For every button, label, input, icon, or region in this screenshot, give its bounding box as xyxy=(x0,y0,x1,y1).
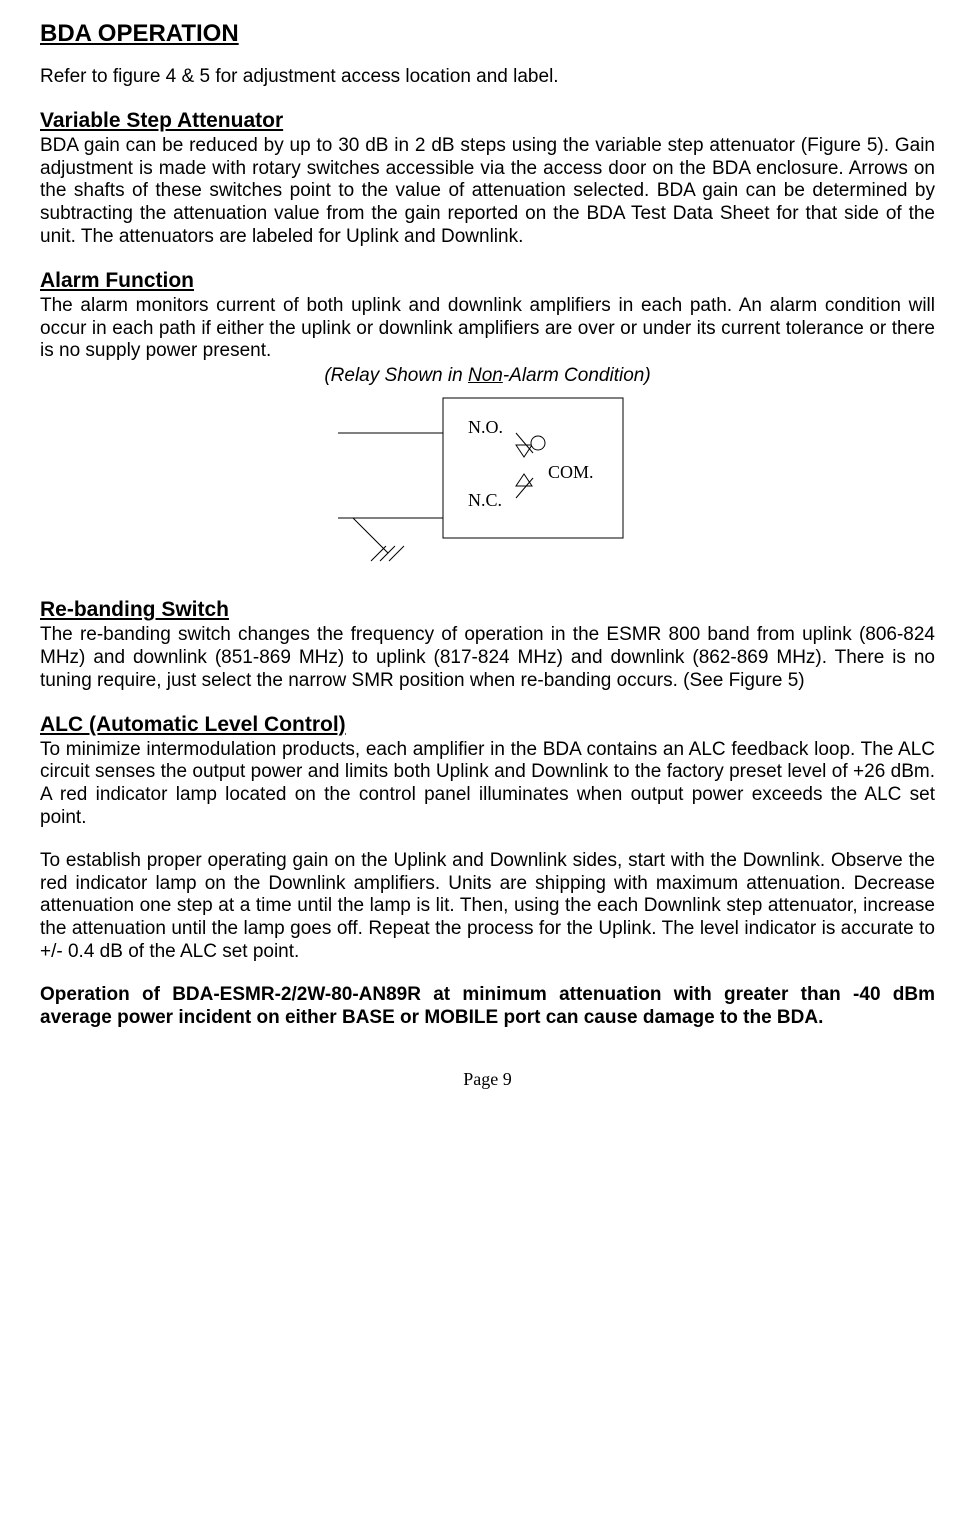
heading-alc: ALC (Automatic Level Control) xyxy=(40,713,935,737)
relay-diagram: N.O. N.C. COM. xyxy=(40,393,935,568)
heading-rebanding: Re-banding Switch xyxy=(40,598,935,622)
body-alc-1: To minimize intermodulation products, ea… xyxy=(40,739,935,830)
heading-attenuator: Variable Step Attenuator xyxy=(40,109,935,133)
intro-text: Refer to figure 4 & 5 for adjustment acc… xyxy=(40,66,935,89)
relay-svg: N.O. N.C. COM. xyxy=(338,393,638,568)
body-alc-2: To establish proper operating gain on th… xyxy=(40,850,935,964)
caption-underline: Non xyxy=(468,365,503,386)
caption-post: -Alarm Condition) xyxy=(503,365,651,386)
caption-pre: (Relay Shown in xyxy=(324,365,468,386)
body-alarm: The alarm monitors current of both uplin… xyxy=(40,295,935,363)
svg-text:COM.: COM. xyxy=(548,462,594,482)
body-attenuator: BDA gain can be reduced by up to 30 dB i… xyxy=(40,135,935,249)
page-number: Page 9 xyxy=(40,1069,935,1090)
relay-caption: (Relay Shown in Non-Alarm Condition) xyxy=(40,365,935,387)
body-rebanding: The re-banding switch changes the freque… xyxy=(40,624,935,692)
alc-warning: Operation of BDA-ESMR-2/2W-80-AN89R at m… xyxy=(40,984,935,1030)
svg-text:N.C.: N.C. xyxy=(468,490,502,510)
page-title: BDA OPERATION xyxy=(40,20,935,48)
svg-text:N.O.: N.O. xyxy=(468,417,503,437)
heading-alarm: Alarm Function xyxy=(40,269,935,293)
